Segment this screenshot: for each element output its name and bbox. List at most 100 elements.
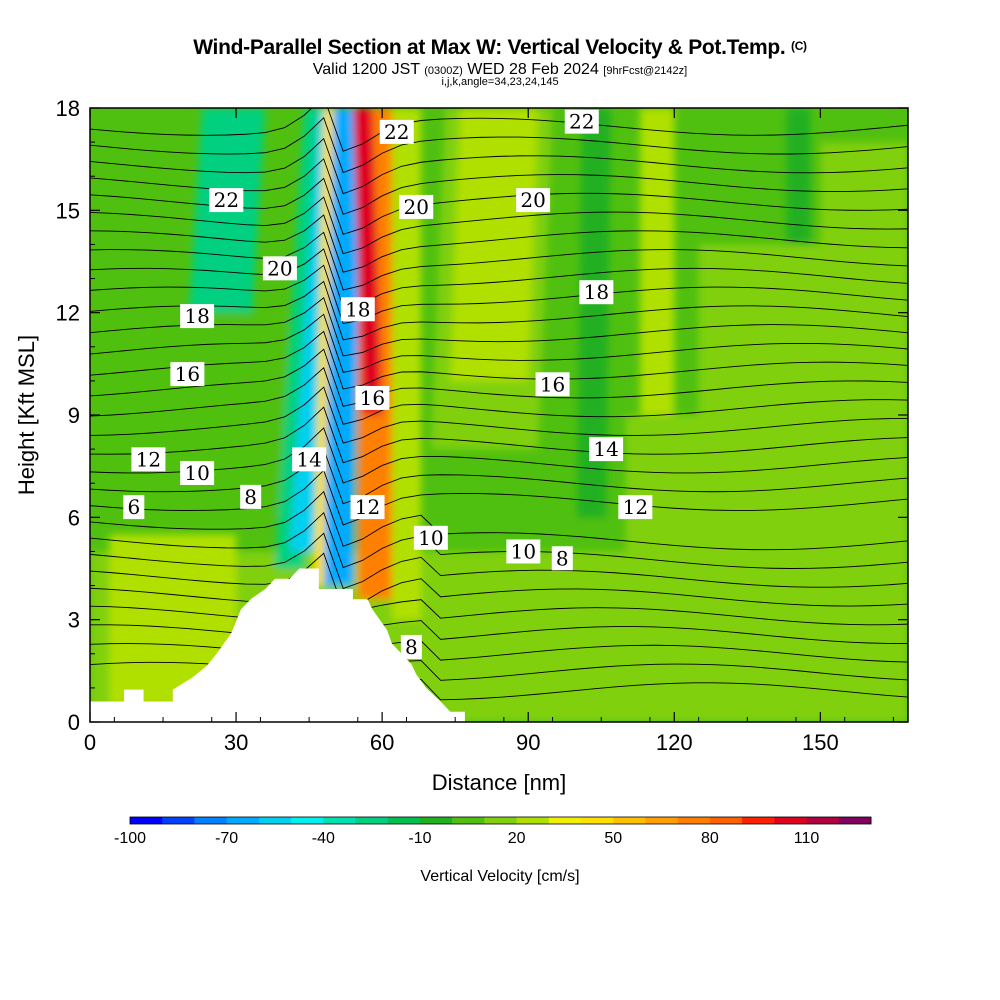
- contour-label-box: [506, 539, 541, 564]
- theta-contour-label: 20: [399, 194, 434, 219]
- contour-label-box: [516, 188, 551, 213]
- contour-label-box: [551, 546, 573, 571]
- colorbar-swatch: [226, 817, 260, 824]
- contour-label-text: 8: [405, 635, 418, 659]
- contour-label-text: 18: [584, 280, 609, 304]
- theta-contour-line: [90, 280, 908, 341]
- colorbar-swatch: [130, 817, 163, 824]
- contour-label-text: 20: [520, 188, 545, 212]
- east-downdraft-strip: [576, 108, 611, 518]
- east-updraft-column: [640, 108, 675, 415]
- contour-label-text: 14: [593, 437, 618, 461]
- theta-contour-line: [90, 117, 908, 174]
- contour-label-text: 10: [184, 461, 209, 485]
- contour-label-box: [350, 495, 385, 520]
- chart-title: Wind-Parallel Section at Max W: Vertical…: [193, 36, 807, 59]
- y-tick-label: 9: [68, 403, 80, 428]
- theta-contour-line: [90, 427, 908, 484]
- contour-label-box: [209, 188, 244, 213]
- wave-downdraft-east: [323, 108, 363, 586]
- contour-label-box: [535, 372, 570, 397]
- theta-contour-label: 10: [180, 460, 215, 485]
- theta-contour-label: 8: [551, 546, 573, 571]
- x-tick-label: 120: [656, 730, 693, 755]
- contour-label-box: [123, 495, 145, 520]
- contour-label-box: [262, 256, 297, 281]
- theta-contour-line: [90, 624, 908, 663]
- colorbar-swatch: [709, 817, 743, 824]
- theta-contour-label: 8: [400, 634, 422, 659]
- colorbar-swatch: [806, 817, 840, 824]
- theta-contour-label: 10: [506, 539, 541, 564]
- theta-contour-label: 14: [292, 447, 327, 472]
- theta-contour-label: 16: [170, 362, 205, 387]
- contour-label-text: 20: [267, 256, 292, 280]
- contour-label-box: [564, 109, 599, 134]
- colorbar: -100 -70 -40 -10 20 50 80 110: [114, 816, 872, 847]
- theta-contour-line: [90, 231, 908, 291]
- contour-label-text: 18: [345, 297, 370, 321]
- contour-label-box: [589, 437, 624, 462]
- y-tick-label: 0: [68, 710, 80, 735]
- theta-contour-line: [90, 605, 908, 644]
- theta-contour-label: 14: [589, 437, 624, 462]
- wave-updraft-fringe: [391, 108, 422, 620]
- theta-contour-label: 22: [564, 109, 599, 134]
- contour-label-box: [579, 280, 614, 305]
- contour-label-text: 12: [355, 495, 380, 519]
- colorbar-swatch: [677, 817, 711, 824]
- contour-label-box: [413, 525, 448, 550]
- theta-contour-line: [90, 296, 908, 357]
- theta-contour-label: 18: [340, 297, 375, 322]
- colorbar-swatch: [452, 817, 485, 824]
- x-tick-label: 0: [84, 730, 96, 755]
- theta-contour-line: [90, 330, 908, 390]
- colorbar-title: Vertical Velocity [cm/s]: [420, 868, 579, 885]
- theta-contour-line: [90, 248, 908, 308]
- colorbar-tick-label: -10: [408, 830, 431, 847]
- colorbar-swatch: [419, 817, 453, 824]
- contour-label-text: 18: [184, 304, 209, 328]
- contour-label-box: [170, 362, 205, 387]
- contour-label-text: 12: [623, 495, 648, 519]
- theta-contour-line: [90, 552, 908, 610]
- contour-label-box: [399, 194, 434, 219]
- theta-contour-label: 22: [379, 119, 414, 144]
- copyright-mark: (C): [791, 39, 807, 53]
- theta-contour-line: [90, 469, 908, 526]
- theta-contour-labels: 22 22 22 20 20 20 18 18 18 16 16 16 14 14 12 12 12 10 10 10…: [123, 109, 653, 659]
- y-tick-label: 12: [56, 301, 80, 326]
- axes: 0 30 60 90 120 150 0 3 6 9 12 15 18: [56, 96, 908, 755]
- theta-contour-label: 12: [131, 447, 166, 472]
- theta-contour-line: [90, 214, 908, 273]
- y-tick-label: 3: [68, 608, 80, 633]
- colorbar-swatch: [162, 817, 195, 824]
- theta-contour-line: [90, 448, 908, 505]
- theta-contour-line: [90, 386, 908, 444]
- colorbar-swatch: [742, 817, 775, 824]
- colorbar-swatch: [613, 817, 646, 824]
- colorbar-swatch: [516, 817, 550, 824]
- colorbar-tick-label: -40: [312, 830, 335, 847]
- grid-indices-caption: i,j,k,angle=34,23,24,145: [441, 76, 559, 88]
- colorbar-tick-label: 50: [604, 830, 622, 847]
- theta-contour-line: [90, 587, 908, 626]
- theta-contour-line: [90, 532, 908, 590]
- y-axis-title: Height [Kft MSL]: [14, 335, 39, 495]
- theta-contour-line: [90, 137, 908, 195]
- contour-label-text: 10: [511, 539, 536, 563]
- contour-label-text: 16: [360, 386, 385, 410]
- colorbar-swatch: [323, 817, 357, 824]
- contour-label-box: [240, 484, 262, 509]
- colorbar-swatch: [484, 817, 518, 824]
- colorbar-swatch: [581, 817, 614, 824]
- contour-label-box: [180, 460, 215, 485]
- contour-label-text: 22: [214, 188, 239, 212]
- y-tick-label: 6: [68, 505, 80, 530]
- contour-label-text: 16: [175, 362, 200, 386]
- contour-label-text: 6: [127, 495, 140, 519]
- colorbar-tick-label: -70: [215, 830, 238, 847]
- contour-label-box: [400, 634, 422, 659]
- x-axis-title: Distance [nm]: [432, 770, 567, 795]
- colorbar-swatch: [355, 817, 389, 824]
